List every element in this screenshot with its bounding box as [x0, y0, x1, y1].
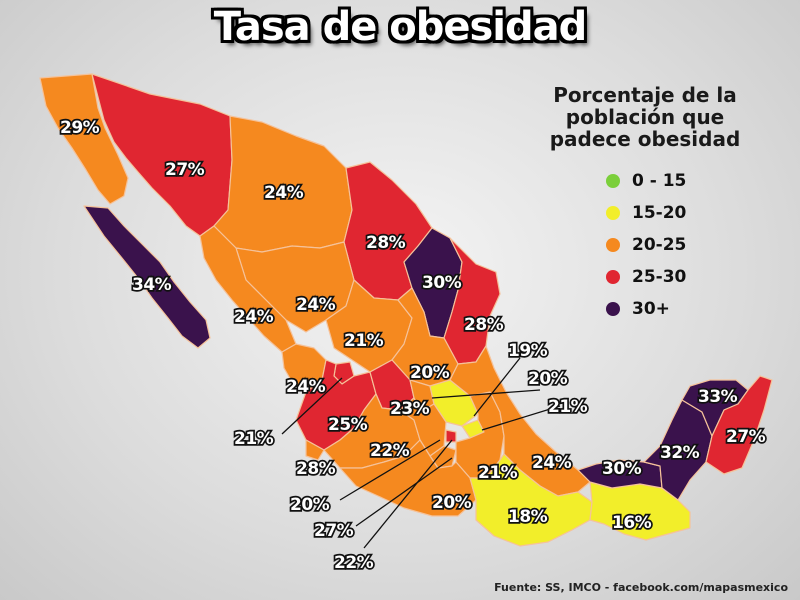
label-tlaxcala: 21% [548, 397, 588, 417]
legend-item: 15-20 [606, 202, 686, 224]
label-san-luis-potosi: 20% [410, 363, 450, 383]
legend-swatch-purple [606, 302, 620, 316]
state-sonora [91, 73, 233, 237]
label-tabasco: 30% [602, 459, 642, 479]
label-colima: 28% [296, 459, 336, 479]
label-puebla: 21% [478, 463, 518, 483]
label-baja-california: 29% [60, 118, 100, 138]
legend-item: 25-30 [606, 266, 686, 288]
label-baja-california-sur: 34% [132, 275, 172, 295]
legend-title-line: padece obesidad [549, 127, 741, 151]
label-zacatecas: 21% [344, 331, 384, 351]
label-cdmx: 22% [334, 553, 374, 573]
label-campeche: 32% [660, 443, 700, 463]
state-quintana-roo [705, 375, 773, 475]
state-colima [305, 439, 325, 461]
legend-label: 0 - 15 [632, 171, 687, 191]
legend-label: 30+ [632, 299, 670, 319]
legend-title: Porcentaje de la población que padece ob… [540, 84, 750, 150]
label-durango: 24% [296, 295, 336, 315]
label-quintana-roo: 27% [726, 427, 766, 447]
leader-hidalgo [473, 357, 521, 417]
legend-swatch-yellow [606, 206, 620, 220]
legend-swatch-orange [606, 238, 620, 252]
legend-swatch-green [606, 174, 620, 188]
legend-label: 20-25 [632, 235, 687, 255]
legend-label: 25-30 [632, 267, 687, 287]
label-nayarit: 24% [286, 377, 326, 397]
label-nuevo-leon: 30% [422, 273, 462, 293]
label-morelos: 27% [314, 521, 354, 541]
leader-morelos [355, 457, 453, 527]
leader-queretaro [431, 389, 541, 399]
label-aguascalientes: 21% [234, 429, 274, 449]
legend-title-line: Porcentaje de la [553, 83, 737, 107]
label-coahuila: 28% [366, 233, 406, 253]
label-guanajuato: 23% [390, 399, 430, 419]
state-baja-california [39, 73, 129, 205]
label-veracruz: 24% [532, 453, 572, 473]
legend: Porcentaje de la población que padece ob… [540, 84, 760, 319]
label-chiapas: 16% [612, 513, 652, 533]
legend-swatch-red [606, 270, 620, 284]
leader-tlaxcala [481, 405, 561, 431]
legend-item: 30+ [606, 298, 670, 320]
leader-lines [281, 357, 561, 549]
label-yucatan: 33% [698, 387, 738, 407]
label-tamaulipas: 28% [464, 315, 504, 335]
legend-item: 20-25 [606, 234, 686, 256]
label-hidalgo: 19% [508, 341, 548, 361]
map-title: Tasa de obesidad [213, 4, 588, 50]
state-baja-california-sur [83, 205, 211, 349]
label-chihuahua: 24% [264, 183, 304, 203]
label-michoacan: 22% [370, 441, 410, 461]
label-estado-mexico: 20% [290, 495, 330, 515]
label-sonora: 27% [165, 160, 205, 180]
source-credit: Fuente: SS, IMCO - facebook.com/mapasmex… [494, 581, 788, 594]
label-jalisco: 25% [328, 415, 368, 435]
label-oaxaca: 18% [508, 507, 548, 527]
label-guerrero: 20% [432, 493, 472, 513]
legend-label: 15-20 [632, 203, 687, 223]
label-queretaro: 20% [528, 369, 568, 389]
legend-title-line: población que [565, 105, 725, 129]
label-sinaloa: 24% [234, 307, 274, 327]
leader-cdmx [363, 439, 453, 549]
leader-aguascalientes [281, 377, 343, 435]
leader-estado-mexico [339, 439, 441, 501]
percent-labels: 29% 27% 24% 34% 28% 30% 28% 24% 24% 21% … [58, 116, 768, 574]
state-guerrero [339, 439, 477, 517]
legend-item: 0 - 15 [606, 170, 686, 192]
